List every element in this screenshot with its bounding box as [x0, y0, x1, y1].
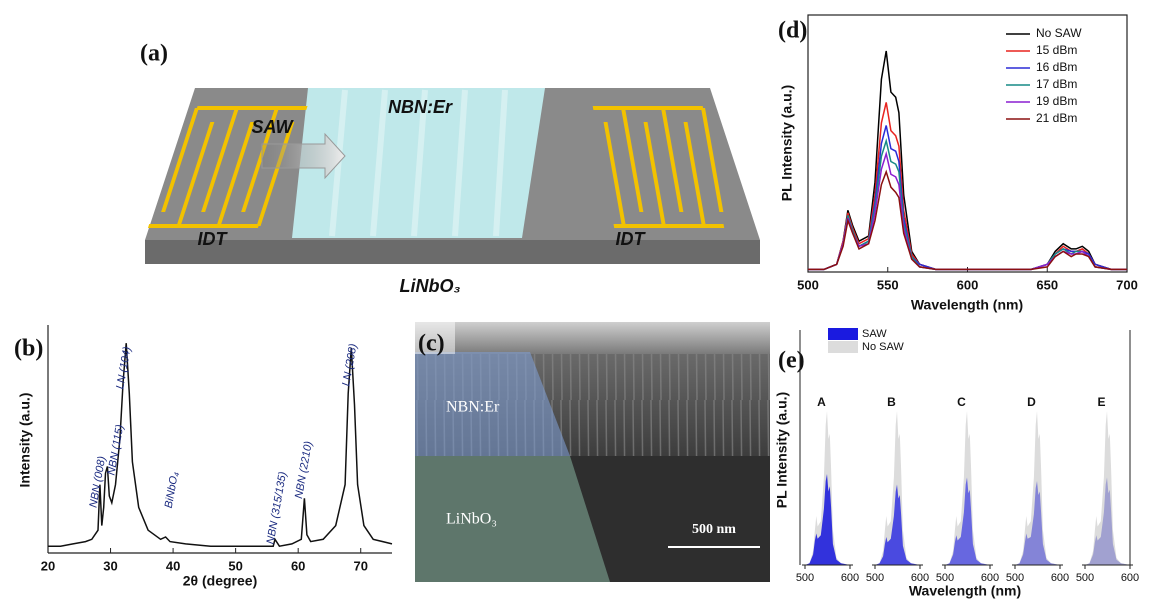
- x-tick-label: 650: [1036, 277, 1058, 292]
- x-tick-label: 500: [796, 572, 814, 584]
- idt-left: [147, 106, 308, 228]
- peak-annotation: NBN (115): [106, 423, 127, 476]
- x-tick-label: 50: [228, 558, 242, 573]
- x-tick-label: 600: [1051, 572, 1069, 584]
- x-tick-label: 600: [841, 572, 859, 584]
- series-line: [808, 169, 1127, 271]
- saw-area: [945, 477, 990, 565]
- saw-arrow: [261, 132, 346, 180]
- substrate-label: LiNbO₃: [446, 511, 497, 528]
- legend-label: No SAW: [862, 341, 904, 353]
- x-tick-label: 600: [1121, 572, 1139, 584]
- x-axis-title: 2θ (degree): [183, 573, 257, 589]
- panel-letter: A: [817, 395, 826, 409]
- x-tick-label: 600: [957, 277, 979, 292]
- x-tick-label: 20: [41, 558, 55, 573]
- x-tick-label: 500: [1076, 572, 1094, 584]
- peak-annotation: BiNbO₄: [163, 471, 181, 509]
- series-line: [48, 343, 393, 548]
- x-tick-label: 600: [911, 572, 929, 584]
- substrate-overlay: [415, 456, 610, 582]
- series-line: [808, 102, 1127, 271]
- y-axis-title: PL Intensity (a.u.): [779, 85, 795, 201]
- panel-a: (a) NBN:Er SAW IDT IDT LiNbO₃: [140, 41, 760, 296]
- series-line: [808, 50, 1127, 271]
- x-tick-label: 500: [936, 572, 954, 584]
- x-axis-title: Wavelength (nm): [909, 583, 1021, 599]
- series-line: [808, 150, 1127, 271]
- x-tick-label: 40: [166, 558, 180, 573]
- film-label: NBN:Er: [446, 399, 500, 416]
- film-label: NBN:Er: [388, 97, 453, 117]
- legend-swatch: [828, 341, 858, 353]
- legend-label: SAW: [862, 328, 887, 340]
- idt-label: IDT: [616, 229, 647, 249]
- idt-right: [592, 106, 725, 228]
- panel-label: (a): [140, 41, 168, 67]
- legend-swatch: [828, 328, 858, 340]
- peak-annotation: NBN (2210): [293, 440, 315, 500]
- panel-letter: D: [1027, 395, 1036, 409]
- idt-label: IDT: [198, 229, 229, 249]
- saw-area: [805, 474, 850, 565]
- peak-annotation: LN (104): [114, 346, 133, 391]
- scale-bar-label: 500 nm: [692, 522, 736, 537]
- film: [292, 88, 545, 238]
- x-tick-label: 70: [353, 558, 367, 573]
- panel-label: (e): [778, 348, 805, 374]
- legend-label: 15 dBm: [1036, 43, 1077, 57]
- no-saw-area: [875, 411, 920, 565]
- label-backdrop: [415, 322, 455, 354]
- sem-surface: [415, 322, 770, 354]
- x-tick-label: 500: [797, 277, 819, 292]
- y-axis-title: PL Intensity (a.u.): [774, 392, 790, 508]
- film-overlay: [415, 352, 570, 456]
- panel-label: (b): [14, 336, 43, 362]
- x-tick-label: 500: [1006, 572, 1024, 584]
- x-tick-label: 60: [291, 558, 305, 573]
- saw-label: SAW: [251, 117, 294, 137]
- substrate-label: LiNbO₃: [400, 276, 461, 296]
- x-tick-label: 550: [877, 277, 899, 292]
- legend-label: 17 dBm: [1036, 77, 1077, 91]
- saw-area: [1085, 477, 1130, 565]
- substrate-front: [145, 240, 760, 264]
- x-tick-label: 700: [1116, 277, 1138, 292]
- panel-label: (d): [778, 18, 807, 44]
- peak-annotation: LN (208): [340, 343, 359, 388]
- x-axis-title: Wavelength (nm): [911, 297, 1023, 313]
- saw-area: [1015, 481, 1060, 565]
- panel-letter: C: [957, 395, 966, 409]
- panel-letter: B: [887, 395, 896, 409]
- x-tick-label: 600: [981, 572, 999, 584]
- legend-label: 21 dBm: [1036, 111, 1077, 125]
- legend-label: No SAW: [1036, 26, 1082, 40]
- y-axis-title: Intensity (a.u.): [17, 393, 33, 488]
- panel-label: (c): [418, 331, 445, 357]
- peak-annotation: NBN (315/135): [265, 470, 290, 545]
- saw-area: [875, 484, 920, 565]
- legend-label: 16 dBm: [1036, 60, 1077, 74]
- legend-label: 19 dBm: [1036, 94, 1077, 108]
- x-tick-label: 30: [103, 558, 117, 573]
- x-tick-label: 500: [866, 572, 884, 584]
- panel-c: (c) NBN:Er LiNbO₃ 500 nm: [415, 322, 770, 582]
- panel-letter: E: [1097, 395, 1105, 409]
